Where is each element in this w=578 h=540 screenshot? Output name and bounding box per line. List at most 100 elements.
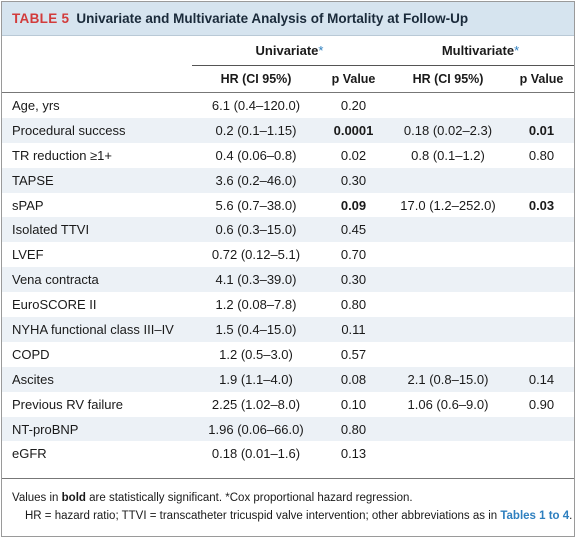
footnote: Values in bold are statistically signifi… — [2, 478, 574, 525]
row-label-cell: Vena contracta — [2, 267, 192, 293]
multivariate-p-cell: 0.03 — [509, 192, 574, 218]
multivariate-hr-cell: 1.06 (0.6–9.0) — [387, 391, 509, 417]
univariate-p-header: p Value — [331, 72, 376, 86]
multivariate-p-cell — [509, 317, 574, 342]
multivariate-p-header: p Value — [519, 72, 564, 86]
univariate-hr-cell: 5.6 (0.7–38.0) — [192, 192, 320, 218]
row-label-cell: Isolated TTVI — [2, 217, 192, 243]
univariate-hr-cell: 1.5 (0.4–15.0) — [192, 317, 320, 342]
univariate-p-cell: 0.02 — [320, 142, 387, 168]
table-number: TABLE 5 — [12, 11, 70, 26]
tables-reference-link[interactable]: Tables 1 to 4 — [500, 510, 570, 523]
multivariate-p-cell: 0.80 — [509, 142, 574, 168]
multivariate-hr-cell — [387, 341, 509, 367]
univariate-p-cell: 0.09 — [320, 192, 387, 218]
table-body: Age, yrs 6.1 (0.4–120.0) 0.20 Procedural su… — [2, 92, 574, 467]
multivariate-hr-cell: 0.8 (0.1–1.2) — [387, 142, 509, 168]
univariate-hr-cell: 6.1 (0.4–120.0) — [192, 92, 320, 118]
univariate-hr-cell: 0.6 (0.3–15.0) — [192, 217, 320, 243]
multivariate-hr-header: HR (CI 95%) — [412, 72, 484, 86]
table-row: Ascites 1.9 (1.1–4.0) 0.08 2.1 (0.8–15.0) 0.… — [2, 366, 574, 392]
table-row: NT-proBNP 1.96 (0.06–66.0) 0.80 — [2, 416, 574, 442]
row-label-cell: LVEF — [2, 242, 192, 268]
univariate-p-cell: 0.20 — [320, 92, 387, 118]
multivariate-hr-cell: 0.18 (0.02–2.3) — [387, 117, 509, 143]
row-label-cell: NT-proBNP — [2, 416, 192, 442]
row-label-cell: EuroSCORE II — [2, 292, 192, 318]
univariate-header: Univariate* — [192, 36, 387, 66]
row-label-cell: Ascites — [2, 366, 192, 392]
row-label-cell: TR reduction ≥1+ — [2, 142, 192, 168]
univariate-p-cell: 0.57 — [320, 341, 387, 367]
table-row: eGFR 0.18 (0.01–1.6) 0.13 — [2, 441, 574, 467]
univariate-hr-cell: 4.1 (0.3–39.0) — [192, 267, 320, 293]
multivariate-hr-cell — [387, 92, 509, 118]
multivariate-hr-cell — [387, 242, 509, 268]
univariate-p-cell: 0.70 — [320, 242, 387, 268]
table-row: Vena contracta 4.1 (0.3–39.0) 0.30 — [2, 267, 574, 293]
row-label-cell: sPAP — [2, 192, 192, 218]
table-row: COPD 1.2 (0.5–3.0) 0.57 — [2, 341, 574, 367]
univariate-hr-cell: 3.6 (0.2–46.0) — [192, 167, 320, 193]
multivariate-p-cell: 0.01 — [509, 117, 574, 143]
multivariate-hr-cell — [387, 416, 509, 442]
multivariate-p-cell — [509, 292, 574, 318]
footnote-line-2: HR = hazard ratio; TTVI = transcatheter … — [25, 510, 573, 523]
multivariate-p-cell — [509, 242, 574, 268]
multivariate-p-cell — [509, 92, 574, 118]
multivariate-p-cell — [509, 217, 574, 243]
univariate-hr-cell: 1.9 (1.1–4.0) — [192, 366, 320, 392]
row-label-cell: TAPSE — [2, 167, 192, 193]
footnote-line-1: Values in bold are statistically signifi… — [12, 492, 413, 505]
univariate-hr-cell: 0.72 (0.12–5.1) — [192, 242, 320, 268]
multivariate-p-cell: 0.90 — [509, 391, 574, 417]
row-label-cell: NYHA functional class III–IV — [2, 317, 192, 342]
multivariate-hr-cell — [387, 317, 509, 342]
univariate-p-cell: 0.30 — [320, 167, 387, 193]
table-row: TR reduction ≥1+ 0.4 (0.06–0.8) 0.02 0.8 (0… — [2, 142, 574, 168]
univariate-p-cell: 0.13 — [320, 441, 387, 467]
multivariate-hr-cell — [387, 217, 509, 243]
multivariate-p-cell — [509, 167, 574, 193]
univariate-hr-cell: 0.18 (0.01–1.6) — [192, 441, 320, 467]
multivariate-hr-cell: 17.0 (1.2–252.0) — [387, 192, 509, 218]
multivariate-p-cell: 0.14 — [509, 366, 574, 392]
univariate-hr-cell: 1.96 (0.06–66.0) — [192, 416, 320, 442]
table-row: Previous RV failure 2.25 (1.02–8.0) 0.10 1.… — [2, 391, 574, 417]
univariate-p-cell: 0.80 — [320, 292, 387, 318]
table-row: TAPSE 3.6 (0.2–46.0) 0.30 — [2, 167, 574, 193]
univariate-hr-header: HR (CI 95%) — [220, 72, 292, 86]
row-label-cell: COPD — [2, 341, 192, 367]
multivariate-header: Multivariate* — [387, 36, 574, 66]
row-label-cell: Age, yrs — [2, 92, 192, 118]
multivariate-hr-cell — [387, 167, 509, 193]
multivariate-p-cell — [509, 267, 574, 293]
multivariate-p-cell — [509, 341, 574, 367]
row-label-cell: eGFR — [2, 441, 192, 467]
table-row: Age, yrs 6.1 (0.4–120.0) 0.20 — [2, 92, 574, 118]
multivariate-hr-cell — [387, 441, 509, 467]
table-title: TABLE 5 Univariate and Multivariate Anal… — [2, 2, 574, 36]
table-row: NYHA functional class III–IV 1.5 (0.4–15.… — [2, 317, 574, 342]
table-row: sPAP 5.6 (0.7–38.0) 0.09 17.0 (1.2–252.0) 0.… — [2, 192, 574, 218]
univariate-p-cell: 0.08 — [320, 366, 387, 392]
multivariate-hr-cell: 2.1 (0.8–15.0) — [387, 366, 509, 392]
multivariate-p-cell — [509, 416, 574, 442]
univariate-hr-cell: 1.2 (0.5–3.0) — [192, 341, 320, 367]
table-row: Procedural success 0.2 (0.1–1.15) 0.0001 0.… — [2, 117, 574, 143]
table-caption: Univariate and Multivariate Analysis of … — [76, 11, 469, 26]
univariate-p-cell: 0.30 — [320, 267, 387, 293]
univariate-p-cell: 0.80 — [320, 416, 387, 442]
multivariate-hr-cell — [387, 267, 509, 293]
table-row: EuroSCORE II 1.2 (0.08–7.8) 0.80 — [2, 292, 574, 318]
univariate-hr-cell: 0.4 (0.06–0.8) — [192, 142, 320, 168]
mortality-table: Univariate* Multivariate* HR (CI 95%) p … — [2, 36, 574, 467]
row-label-cell: Previous RV failure — [2, 391, 192, 417]
table-row: LVEF 0.72 (0.12–5.1) 0.70 — [2, 242, 574, 268]
univariate-p-cell: 0.11 — [320, 317, 387, 342]
univariate-hr-cell: 2.25 (1.02–8.0) — [192, 391, 320, 417]
row-label-cell: Procedural success — [2, 117, 192, 143]
univariate-p-cell: 0.0001 — [320, 117, 387, 143]
univariate-hr-cell: 0.2 (0.1–1.15) — [192, 117, 320, 143]
